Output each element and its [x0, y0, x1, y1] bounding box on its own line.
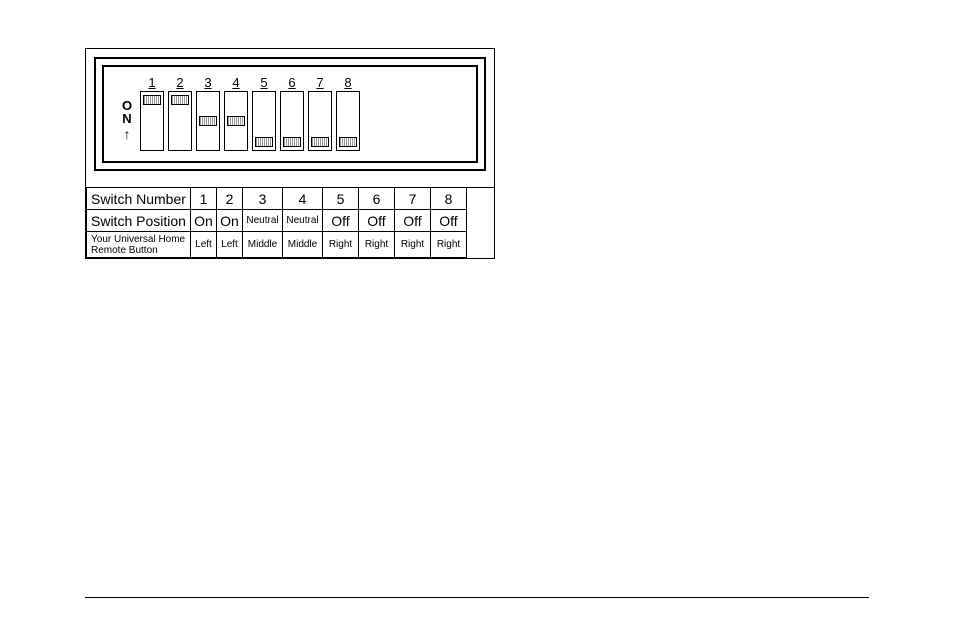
dip-switch: 3	[196, 75, 220, 151]
table-cell: 3	[243, 188, 283, 210]
dip-panel-inner: O N ↑ 1 2 3 4 5 6 7 8	[102, 65, 478, 163]
table-cell: 6	[359, 188, 395, 210]
dip-switch-body	[168, 91, 192, 151]
table-row: Your Universal Home Remote Button Left L…	[87, 232, 494, 258]
dip-switch: 5	[252, 75, 276, 151]
dip-switch-body	[252, 91, 276, 151]
dip-switch: 2	[168, 75, 192, 151]
table-cell: Neutral	[283, 210, 323, 232]
dip-switch-body	[140, 91, 164, 151]
figure-frame: O N ↑ 12345678 Switch Number 1 2 3 4 5 6…	[85, 48, 495, 259]
table-cell: Right	[359, 232, 395, 258]
dip-switch-slider	[143, 95, 161, 105]
dip-switch-body	[336, 91, 360, 151]
table-cell: 5	[323, 188, 359, 210]
table-cell: Left	[191, 232, 217, 258]
table-cell: 4	[283, 188, 323, 210]
table-cell: Neutral	[243, 210, 283, 232]
row-header-switch-position: Switch Position	[87, 210, 191, 232]
dip-switch-slider	[255, 137, 273, 147]
dip-switch: 1	[140, 75, 164, 151]
dip-switch-slider	[199, 116, 217, 126]
dip-switch-number: 6	[288, 75, 295, 91]
dip-switch: 8	[336, 75, 360, 151]
table-cell: Left	[217, 232, 243, 258]
dip-panel-outer: O N ↑ 1 2 3 4 5 6 7 8	[94, 57, 486, 171]
table-cell: 1	[191, 188, 217, 210]
table-cell: 7	[395, 188, 431, 210]
on-char-n: N	[114, 112, 140, 125]
table-cell: 2	[217, 188, 243, 210]
dip-switch-body	[224, 91, 248, 151]
dip-switch-body	[308, 91, 332, 151]
table-cell: Right	[395, 232, 431, 258]
dip-switch-number: 4	[232, 75, 239, 91]
dip-switch: 7	[308, 75, 332, 151]
table-row: Switch Position On On Neutral Neutral Of…	[87, 210, 494, 232]
dip-switch-slider	[283, 137, 301, 147]
dip-switch-slider	[339, 137, 357, 147]
page-footer-rule	[85, 597, 869, 598]
dip-switch: 4	[224, 75, 248, 151]
dip-switch-number: 1	[148, 75, 155, 91]
dip-switch-number: 3	[204, 75, 211, 91]
switch-table: Switch Number 1 2 3 4 5 6 7 8 Switch Pos…	[86, 187, 494, 258]
table-cell: Middle	[283, 232, 323, 258]
dip-switch-number: 7	[316, 75, 323, 91]
table-cell: On	[217, 210, 243, 232]
dip-switch-body	[280, 91, 304, 151]
dip-switch-number: 8	[344, 75, 351, 91]
table-cell: Off	[431, 210, 467, 232]
table-cell: Off	[323, 210, 359, 232]
table-row: Switch Number 1 2 3 4 5 6 7 8	[87, 188, 494, 210]
dip-switch-slider	[227, 116, 245, 126]
dip-switch-slider	[171, 95, 189, 105]
dip-switch-slider	[311, 137, 329, 147]
table-cell: Off	[395, 210, 431, 232]
table-cell: On	[191, 210, 217, 232]
row-header-switch-number: Switch Number	[87, 188, 191, 210]
table-cell: Middle	[243, 232, 283, 258]
table-cell: Off	[359, 210, 395, 232]
switch-row: 1 2 3 4 5 6 7 8	[140, 75, 360, 151]
dip-switch-number: 5	[260, 75, 267, 91]
dip-switch-number: 2	[176, 75, 183, 91]
row-header-remote-button: Your Universal Home Remote Button	[87, 232, 191, 258]
table-cell: 8	[431, 188, 467, 210]
table-cell: Right	[431, 232, 467, 258]
dip-switch-figure: O N ↑ 12345678 Switch Number 1 2 3 4 5 6…	[85, 48, 495, 259]
dip-switch-body	[196, 91, 220, 151]
dip-switch: 6	[280, 75, 304, 151]
up-arrow-icon: ↑	[114, 127, 140, 141]
on-arrow-label: O N ↑	[114, 75, 140, 141]
table-cell: Right	[323, 232, 359, 258]
